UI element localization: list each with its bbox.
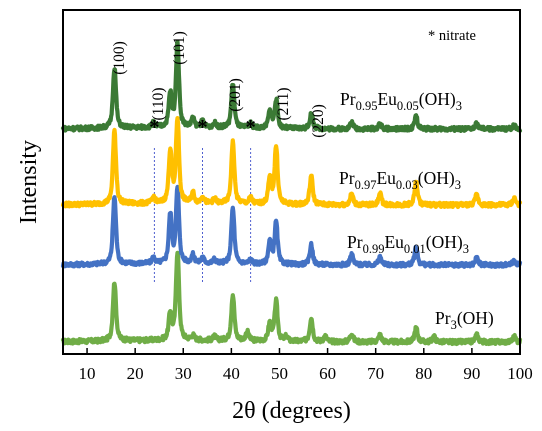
peak-label-5: (220) bbox=[310, 104, 327, 138]
x-axis-label: 2θ (degrees) bbox=[232, 398, 351, 424]
series-label-subscript: 3 bbox=[455, 178, 461, 192]
nitrate-marker-0: * bbox=[149, 115, 160, 139]
series-label-2: Pr0.97Eu0.03(OH)3 bbox=[339, 168, 461, 192]
peak-label-0: (100) bbox=[111, 41, 128, 75]
nitrate-marker-1: * bbox=[197, 115, 208, 139]
series-label-base: Pr bbox=[435, 308, 451, 328]
series-label-text: Eu bbox=[377, 89, 397, 109]
x-tick-label-20: 20 bbox=[127, 364, 144, 383]
x-tick-label-100: 100 bbox=[507, 364, 533, 383]
x-tick-label-60: 60 bbox=[319, 364, 336, 383]
series-label-0: Pr3(OH) bbox=[435, 308, 494, 332]
series-label-subscript: 0.05 bbox=[397, 99, 419, 113]
series-label-text: (OH) bbox=[457, 308, 494, 328]
series-line-0 bbox=[60, 250, 523, 347]
x-ticks: 10 20 30 40 50 60 70 80 90 100 bbox=[79, 348, 533, 383]
series-label-text: (OH) bbox=[419, 89, 456, 109]
series-label-text: Eu bbox=[376, 168, 396, 188]
nitrate-marker-2: * bbox=[245, 115, 256, 139]
series-label-subscript: 0.01 bbox=[404, 242, 426, 256]
y-axis-label: Intensity bbox=[16, 140, 42, 224]
series-label-subscript: 3 bbox=[451, 318, 457, 332]
x-tick-label-30: 30 bbox=[175, 364, 192, 383]
nitrate-annotation: * nitrate bbox=[428, 28, 476, 44]
series-label-subscript: 0.03 bbox=[396, 178, 418, 192]
x-tick-label-80: 80 bbox=[415, 364, 432, 383]
series-label-text: (OH) bbox=[418, 168, 455, 188]
series-label-subscript: 3 bbox=[456, 99, 462, 113]
series-label-subscript: 0.99 bbox=[363, 242, 385, 256]
series-label-subscript: 0.97 bbox=[355, 178, 377, 192]
series-1: Pr0.99Eu0.01(OH)3 bbox=[60, 184, 523, 269]
x-tick-label-40: 40 bbox=[223, 364, 240, 383]
series-label-subscript: 3 bbox=[463, 242, 469, 256]
annotations: (100) (110) (101) (201) (211) (220) * * * bbox=[111, 31, 327, 139]
series-line-3 bbox=[60, 39, 523, 133]
series-label-1: Pr0.99Eu0.01(OH)3 bbox=[347, 232, 469, 256]
series-label-text: Pr bbox=[339, 168, 355, 188]
x-tick-label-90: 90 bbox=[463, 364, 480, 383]
peak-label-4: (211) bbox=[275, 88, 292, 121]
series-label-text: Pr bbox=[340, 89, 356, 109]
series-line-1 bbox=[60, 184, 523, 269]
series-label-3: Pr0.95Eu0.05(OH)3 bbox=[340, 89, 462, 113]
series-3: Pr0.95Eu0.05(OH)3 bbox=[60, 39, 523, 133]
series-label-text: Pr bbox=[347, 232, 363, 252]
series-label-subscript: 0.95 bbox=[356, 99, 378, 113]
series-2: Pr0.97Eu0.03(OH)3 bbox=[60, 115, 523, 210]
x-tick-label-70: 70 bbox=[367, 364, 384, 383]
x-tick-label-50: 50 bbox=[271, 364, 288, 383]
peak-label-3: (201) bbox=[227, 78, 244, 112]
x-tick-label-10: 10 bbox=[79, 364, 96, 383]
series-layer: Pr3(OH)Pr0.99Eu0.01(OH)3Pr0.97Eu0.03(OH)… bbox=[60, 39, 523, 347]
series-label-text: Eu bbox=[384, 232, 404, 252]
peak-label-1: (110) bbox=[150, 88, 167, 121]
series-0: Pr3(OH) bbox=[60, 250, 523, 347]
peak-label-2: (101) bbox=[171, 31, 188, 65]
series-label-text: (OH) bbox=[426, 232, 463, 252]
plot-frame bbox=[62, 9, 521, 355]
series-line-2 bbox=[60, 115, 523, 210]
